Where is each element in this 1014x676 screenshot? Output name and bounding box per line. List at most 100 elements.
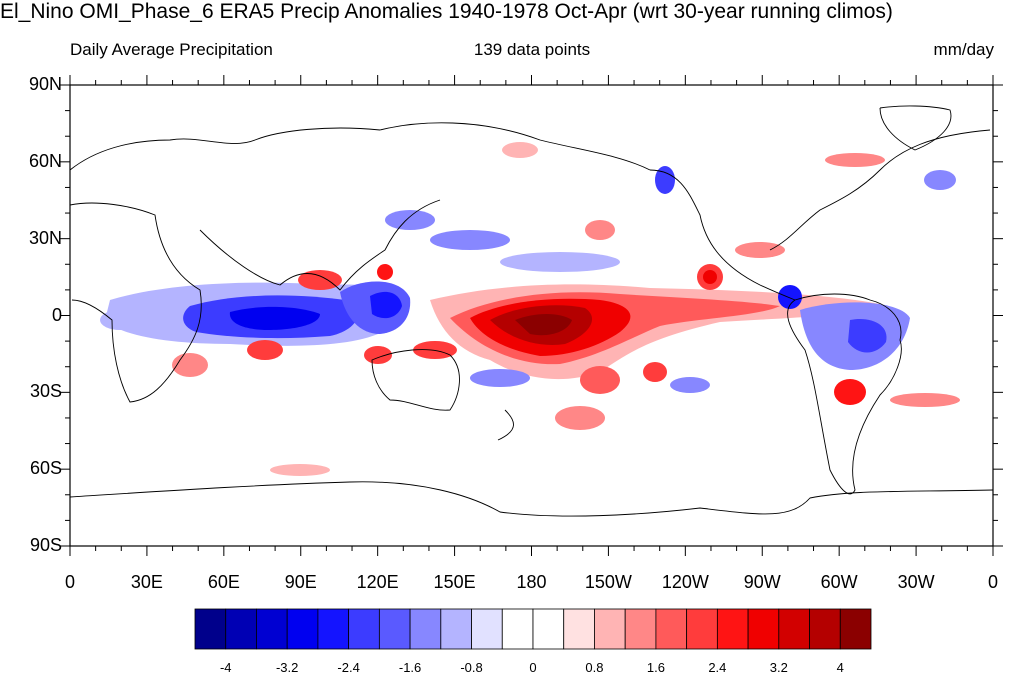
lon-label: 30E xyxy=(130,572,163,592)
lat-label: 60N xyxy=(28,150,62,171)
anomaly-south-pacific-positive xyxy=(580,366,620,394)
anomaly-indian-ocean-negative-peak xyxy=(229,306,320,330)
colorbar-swatch xyxy=(716,608,749,650)
colorbar-swatch xyxy=(778,608,810,650)
colorbar-swatch xyxy=(225,608,257,650)
colorbar-swatch xyxy=(501,608,534,650)
anomaly-north-pacific-negative-2 xyxy=(500,252,620,272)
anomaly-south-pacific-positive-3 xyxy=(555,406,605,430)
units-label: mm/day xyxy=(933,40,994,59)
lon-label: 60E xyxy=(207,572,240,592)
colorbar xyxy=(194,608,872,650)
lat-label: 90N xyxy=(28,74,62,94)
colorbar-label: 3.2 xyxy=(769,660,788,675)
anomaly-japan-negative xyxy=(385,210,435,230)
colorbar-label: -1.6 xyxy=(398,660,422,675)
anomaly-bering-positive xyxy=(502,142,538,158)
anomaly-gulf-mexico-positive xyxy=(735,242,785,258)
colorbar-label: 4 xyxy=(836,660,844,675)
anomaly-north-pacific-positive xyxy=(585,220,615,240)
lon-label: 30W xyxy=(897,572,935,592)
colorbar-swatch xyxy=(471,608,503,650)
anomaly-alaska-negative xyxy=(655,166,675,194)
anomaly-maritime-negative-core xyxy=(370,291,402,319)
lat-label: 30N xyxy=(28,227,62,248)
lat-label: 60S xyxy=(29,458,62,479)
colorbar-label: 1.6 xyxy=(646,660,665,675)
anomaly-south-pacific-positive-2 xyxy=(643,362,667,382)
coast-australia xyxy=(371,349,460,411)
colorbar-swatch xyxy=(839,608,872,650)
anomaly-indian-ocean-south-positive xyxy=(247,340,283,360)
anomaly-south-china-sea-positive xyxy=(377,264,393,280)
colorbar-swatch xyxy=(317,608,350,650)
anomaly-central-pacific-positive-peak xyxy=(515,314,572,336)
colorbar-label: -2.4 xyxy=(337,660,360,675)
anomaly-se-south-america-positive xyxy=(834,379,866,405)
coast-new-zealand xyxy=(497,409,514,441)
anomaly-east-pacific-positive-core xyxy=(703,270,717,284)
lat-label: 90S xyxy=(29,535,62,555)
lon-label: 0 xyxy=(987,572,999,592)
colorbar-swatch xyxy=(348,608,380,650)
lat-label: 30S xyxy=(29,381,62,402)
colorbar-swatch xyxy=(655,608,688,650)
lon-label: 0 xyxy=(64,572,76,592)
colorbar-swatch xyxy=(409,608,442,650)
coast-south-america xyxy=(787,293,902,495)
coast-greenland xyxy=(879,105,952,151)
anomaly-africa-negative xyxy=(100,310,140,330)
colorbar-swatch xyxy=(532,608,565,650)
colorbar-swatch xyxy=(194,608,227,650)
lon-label: 90W xyxy=(743,572,781,592)
anomaly-north-atlantic-negative xyxy=(924,170,956,190)
colorbar-swatch xyxy=(594,608,626,650)
colorbar-label: 2.4 xyxy=(708,660,727,675)
subtitle-center: 139 data points xyxy=(473,40,591,59)
anomaly-field xyxy=(100,142,960,476)
colorbar-swatch xyxy=(378,608,411,650)
colorbar-swatch xyxy=(809,608,841,650)
coast-asia xyxy=(199,122,651,291)
lon-label: 180 xyxy=(516,572,547,592)
colorbar-swatch xyxy=(440,608,472,650)
lon-label: 150E xyxy=(433,572,476,592)
colorbar-swatch xyxy=(563,608,595,650)
colorbar-label: -0.8 xyxy=(460,660,483,675)
coast-antarctica xyxy=(70,481,993,517)
anomaly-south-pacific-negative xyxy=(470,369,530,387)
map-plot-area xyxy=(70,85,993,546)
colorbar-label: 0.8 xyxy=(585,660,604,675)
lon-label: 120E xyxy=(356,572,399,592)
coastlines xyxy=(70,105,993,517)
axis-ticks xyxy=(60,75,1003,556)
anomaly-north-pacific-negative xyxy=(430,230,510,250)
figure-title: El_Nino OMI_Phase_6 ERA5 Precip Anomalie… xyxy=(0,0,893,23)
anomaly-south-atlantic-positive xyxy=(890,393,960,407)
subtitle-left: Daily Average Precipitation xyxy=(70,40,273,59)
anomaly-south-pacific-negative-2 xyxy=(670,377,710,393)
colorbar-label: -4 xyxy=(219,660,232,675)
lon-label: 60W xyxy=(820,572,858,592)
colorbar-swatch xyxy=(686,608,718,650)
colorbar-swatch xyxy=(747,608,780,650)
anomaly-north-atlantic-positive xyxy=(825,153,885,167)
lon-label: 150W xyxy=(584,572,632,592)
colorbar-label: 0 xyxy=(529,660,537,675)
lon-label: 120W xyxy=(661,572,709,592)
anomaly-bay-of-bengal-positive xyxy=(298,270,342,290)
lat-label: 0 xyxy=(51,304,62,325)
colorbar-swatch xyxy=(256,608,288,650)
coast-africa xyxy=(70,202,202,403)
coast-europe xyxy=(70,127,381,171)
anomaly-south-america-negative-core xyxy=(848,318,887,353)
colorbar-label: -3.2 xyxy=(275,660,299,675)
anomaly-north-australia-positive xyxy=(364,346,392,364)
anomaly-gulf-panama-negative xyxy=(778,285,802,309)
colorbar-swatch xyxy=(286,608,319,650)
anomaly-southern-ocean-positive xyxy=(270,464,330,476)
colorbar-swatch xyxy=(624,608,657,650)
coast-north-america xyxy=(649,129,991,301)
lon-label: 90E xyxy=(284,572,317,592)
